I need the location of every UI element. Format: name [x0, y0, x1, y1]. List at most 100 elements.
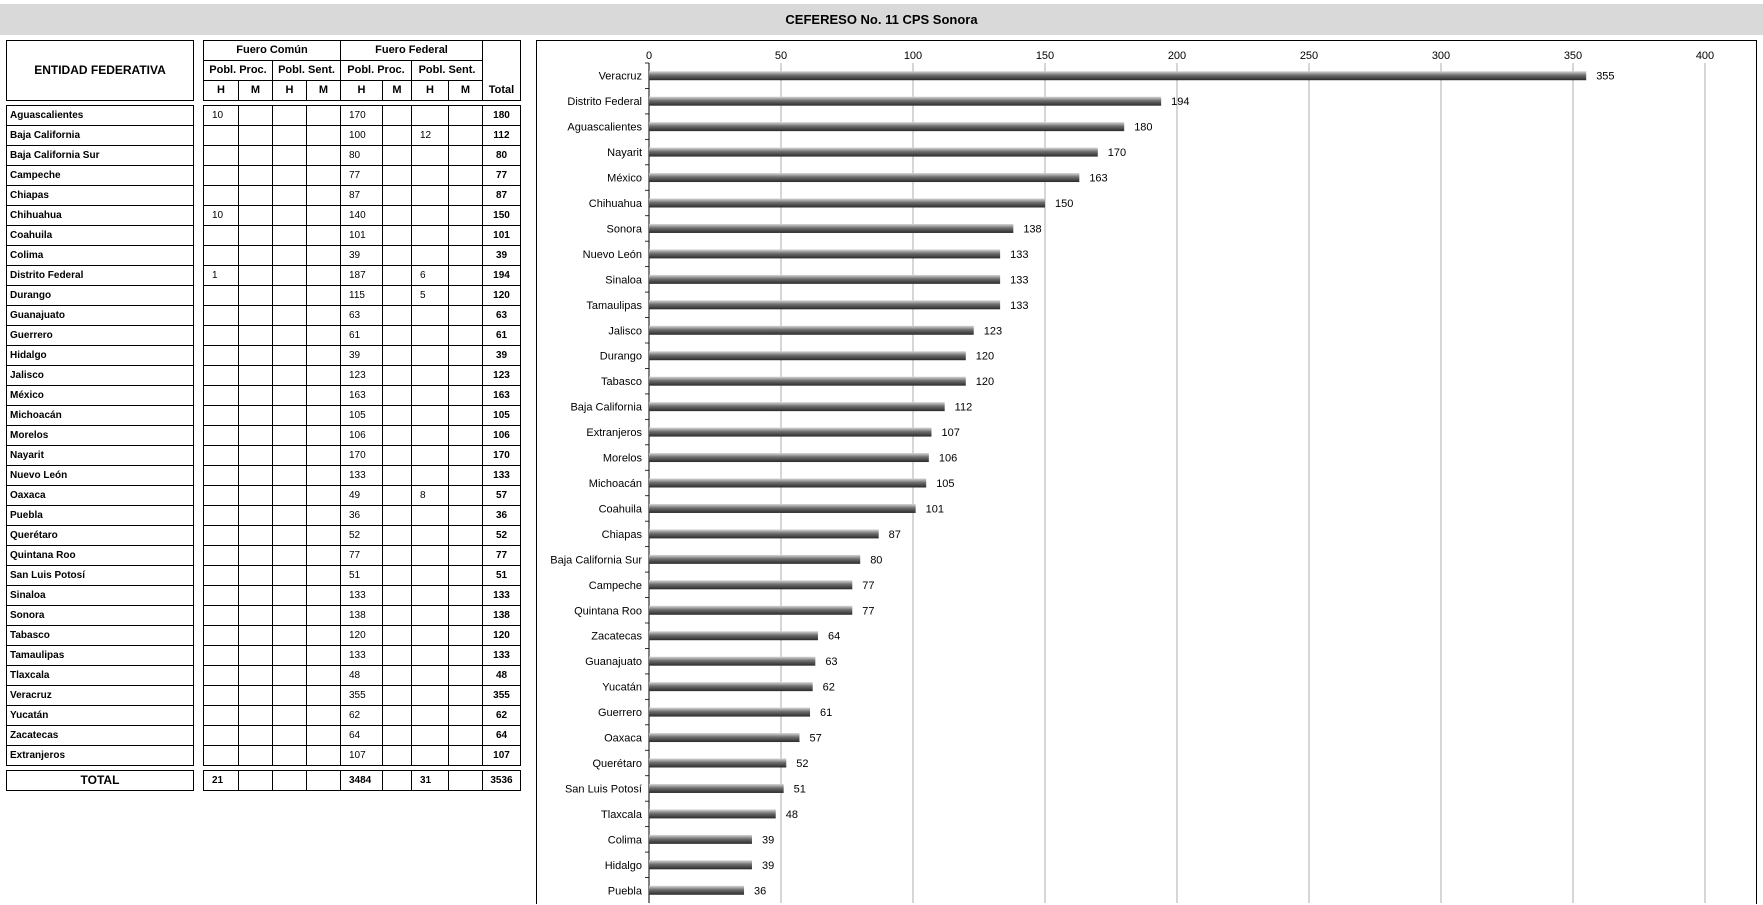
- cell-total: 138: [483, 606, 521, 626]
- cell-f-sent-m: [449, 406, 483, 426]
- cell-total: 80: [483, 146, 521, 166]
- total-c-proc-m: [239, 771, 273, 791]
- header-total: Total: [483, 81, 521, 101]
- cell-c-sent-h: [273, 626, 307, 646]
- cell-f-proc-m: [383, 606, 412, 626]
- cell-f-sent-h: [412, 206, 449, 226]
- cell-f-sent-m: [449, 186, 483, 206]
- x-tick-label: 100: [904, 50, 922, 62]
- cell-total: 105: [483, 406, 521, 426]
- entity-name: Quintana Roo: [7, 546, 194, 566]
- cell-total: 133: [483, 646, 521, 666]
- cell-f-proc-m: [383, 666, 412, 686]
- entity-name: Coahuila: [7, 226, 194, 246]
- category-label: Quintana Roo: [574, 605, 642, 617]
- cell-total: 123: [483, 366, 521, 386]
- category-label: Tlaxcala: [601, 809, 643, 821]
- cell-c-sent-m: [307, 146, 341, 166]
- data-label: 194: [1171, 96, 1189, 108]
- cell-f-sent-h: 6: [412, 266, 449, 286]
- category-label: Puebla: [608, 885, 643, 897]
- bar: [649, 631, 818, 640]
- category-label: Michoacán: [589, 478, 642, 490]
- cell-c-sent-m: [307, 606, 341, 626]
- category-label: San Luis Potosí: [565, 783, 642, 795]
- entity-name: Tlaxcala: [7, 666, 194, 686]
- header-fuero-federal: Fuero Federal: [341, 41, 483, 61]
- total-c-sent-h: [273, 771, 307, 791]
- header-comun-proc: Pobl. Proc.: [204, 61, 273, 81]
- cell-total: 112: [483, 126, 521, 146]
- bar: [649, 300, 1000, 309]
- entity-name: Baja California: [7, 126, 194, 146]
- cell-f-sent-h: [412, 746, 449, 766]
- bar: [649, 275, 1000, 284]
- cell-c-proc-h: 1: [204, 266, 239, 286]
- cell-f-sent-h: [412, 106, 449, 126]
- x-tick-label: 50: [775, 50, 787, 62]
- cell-f-sent-m: [449, 446, 483, 466]
- cell-f-sent-h: [412, 706, 449, 726]
- data-label: 133: [1010, 274, 1028, 286]
- cell-c-proc-h: [204, 426, 239, 446]
- cell-f-proc-h: 101: [341, 226, 383, 246]
- cell-f-proc-m: [383, 146, 412, 166]
- cell-c-sent-h: [273, 426, 307, 446]
- cell-c-proc-m: [239, 286, 273, 306]
- bar: [649, 402, 945, 411]
- cell-c-proc-m: [239, 486, 273, 506]
- cell-c-sent-m: [307, 446, 341, 466]
- cell-c-proc-h: 10: [204, 106, 239, 126]
- bar: [649, 428, 931, 437]
- table-row: Tamaulipas 133 133: [7, 646, 521, 666]
- cell-total: 170: [483, 446, 521, 466]
- category-label: Morelos: [603, 453, 643, 465]
- bar: [649, 224, 1013, 233]
- data-label: 355: [1596, 71, 1614, 83]
- cell-f-sent-h: [412, 426, 449, 446]
- table-row: Querétaro 52 52: [7, 526, 521, 546]
- cell-c-proc-m: [239, 606, 273, 626]
- cell-c-sent-h: [273, 726, 307, 746]
- category-label: Querétaro: [592, 758, 642, 770]
- header-m: M: [383, 81, 412, 101]
- entity-name: Colima: [7, 246, 194, 266]
- entity-name: Morelos: [7, 426, 194, 446]
- cell-c-proc-m: [239, 586, 273, 606]
- data-label: 48: [786, 809, 798, 821]
- cell-f-sent-h: [412, 586, 449, 606]
- cell-f-proc-h: 77: [341, 166, 383, 186]
- cell-f-sent-h: 12: [412, 126, 449, 146]
- data-label: 77: [862, 580, 874, 592]
- cell-f-proc-m: [383, 306, 412, 326]
- cell-total: 120: [483, 286, 521, 306]
- cell-f-sent-m: [449, 386, 483, 406]
- cell-f-proc-h: 138: [341, 606, 383, 626]
- cell-c-proc-m: [239, 106, 273, 126]
- cell-c-sent-m: [307, 186, 341, 206]
- cell-c-sent-m: [307, 306, 341, 326]
- cell-c-sent-h: [273, 226, 307, 246]
- data-label: 170: [1108, 147, 1126, 159]
- cell-c-sent-m: [307, 246, 341, 266]
- entity-name: Chiapas: [7, 186, 194, 206]
- bar: [649, 835, 752, 844]
- category-label: Aguascalientes: [567, 122, 642, 134]
- cell-c-sent-h: [273, 546, 307, 566]
- cell-f-sent-h: [412, 346, 449, 366]
- cell-total: 150: [483, 206, 521, 226]
- table-row: Tlaxcala 48 48: [7, 666, 521, 686]
- cell-total: 107: [483, 746, 521, 766]
- data-label: 62: [823, 682, 835, 694]
- data-label: 133: [1010, 249, 1028, 261]
- cell-f-proc-m: [383, 686, 412, 706]
- bar: [649, 733, 799, 742]
- cell-f-sent-m: [449, 426, 483, 446]
- table-row: Guanajuato 63 63: [7, 306, 521, 326]
- cell-f-proc-h: 107: [341, 746, 383, 766]
- cell-total: 62: [483, 706, 521, 726]
- cell-f-proc-h: 36: [341, 506, 383, 526]
- cell-c-proc-m: [239, 526, 273, 546]
- table-row: Coahuila 101 101: [7, 226, 521, 246]
- header-m: M: [307, 81, 341, 101]
